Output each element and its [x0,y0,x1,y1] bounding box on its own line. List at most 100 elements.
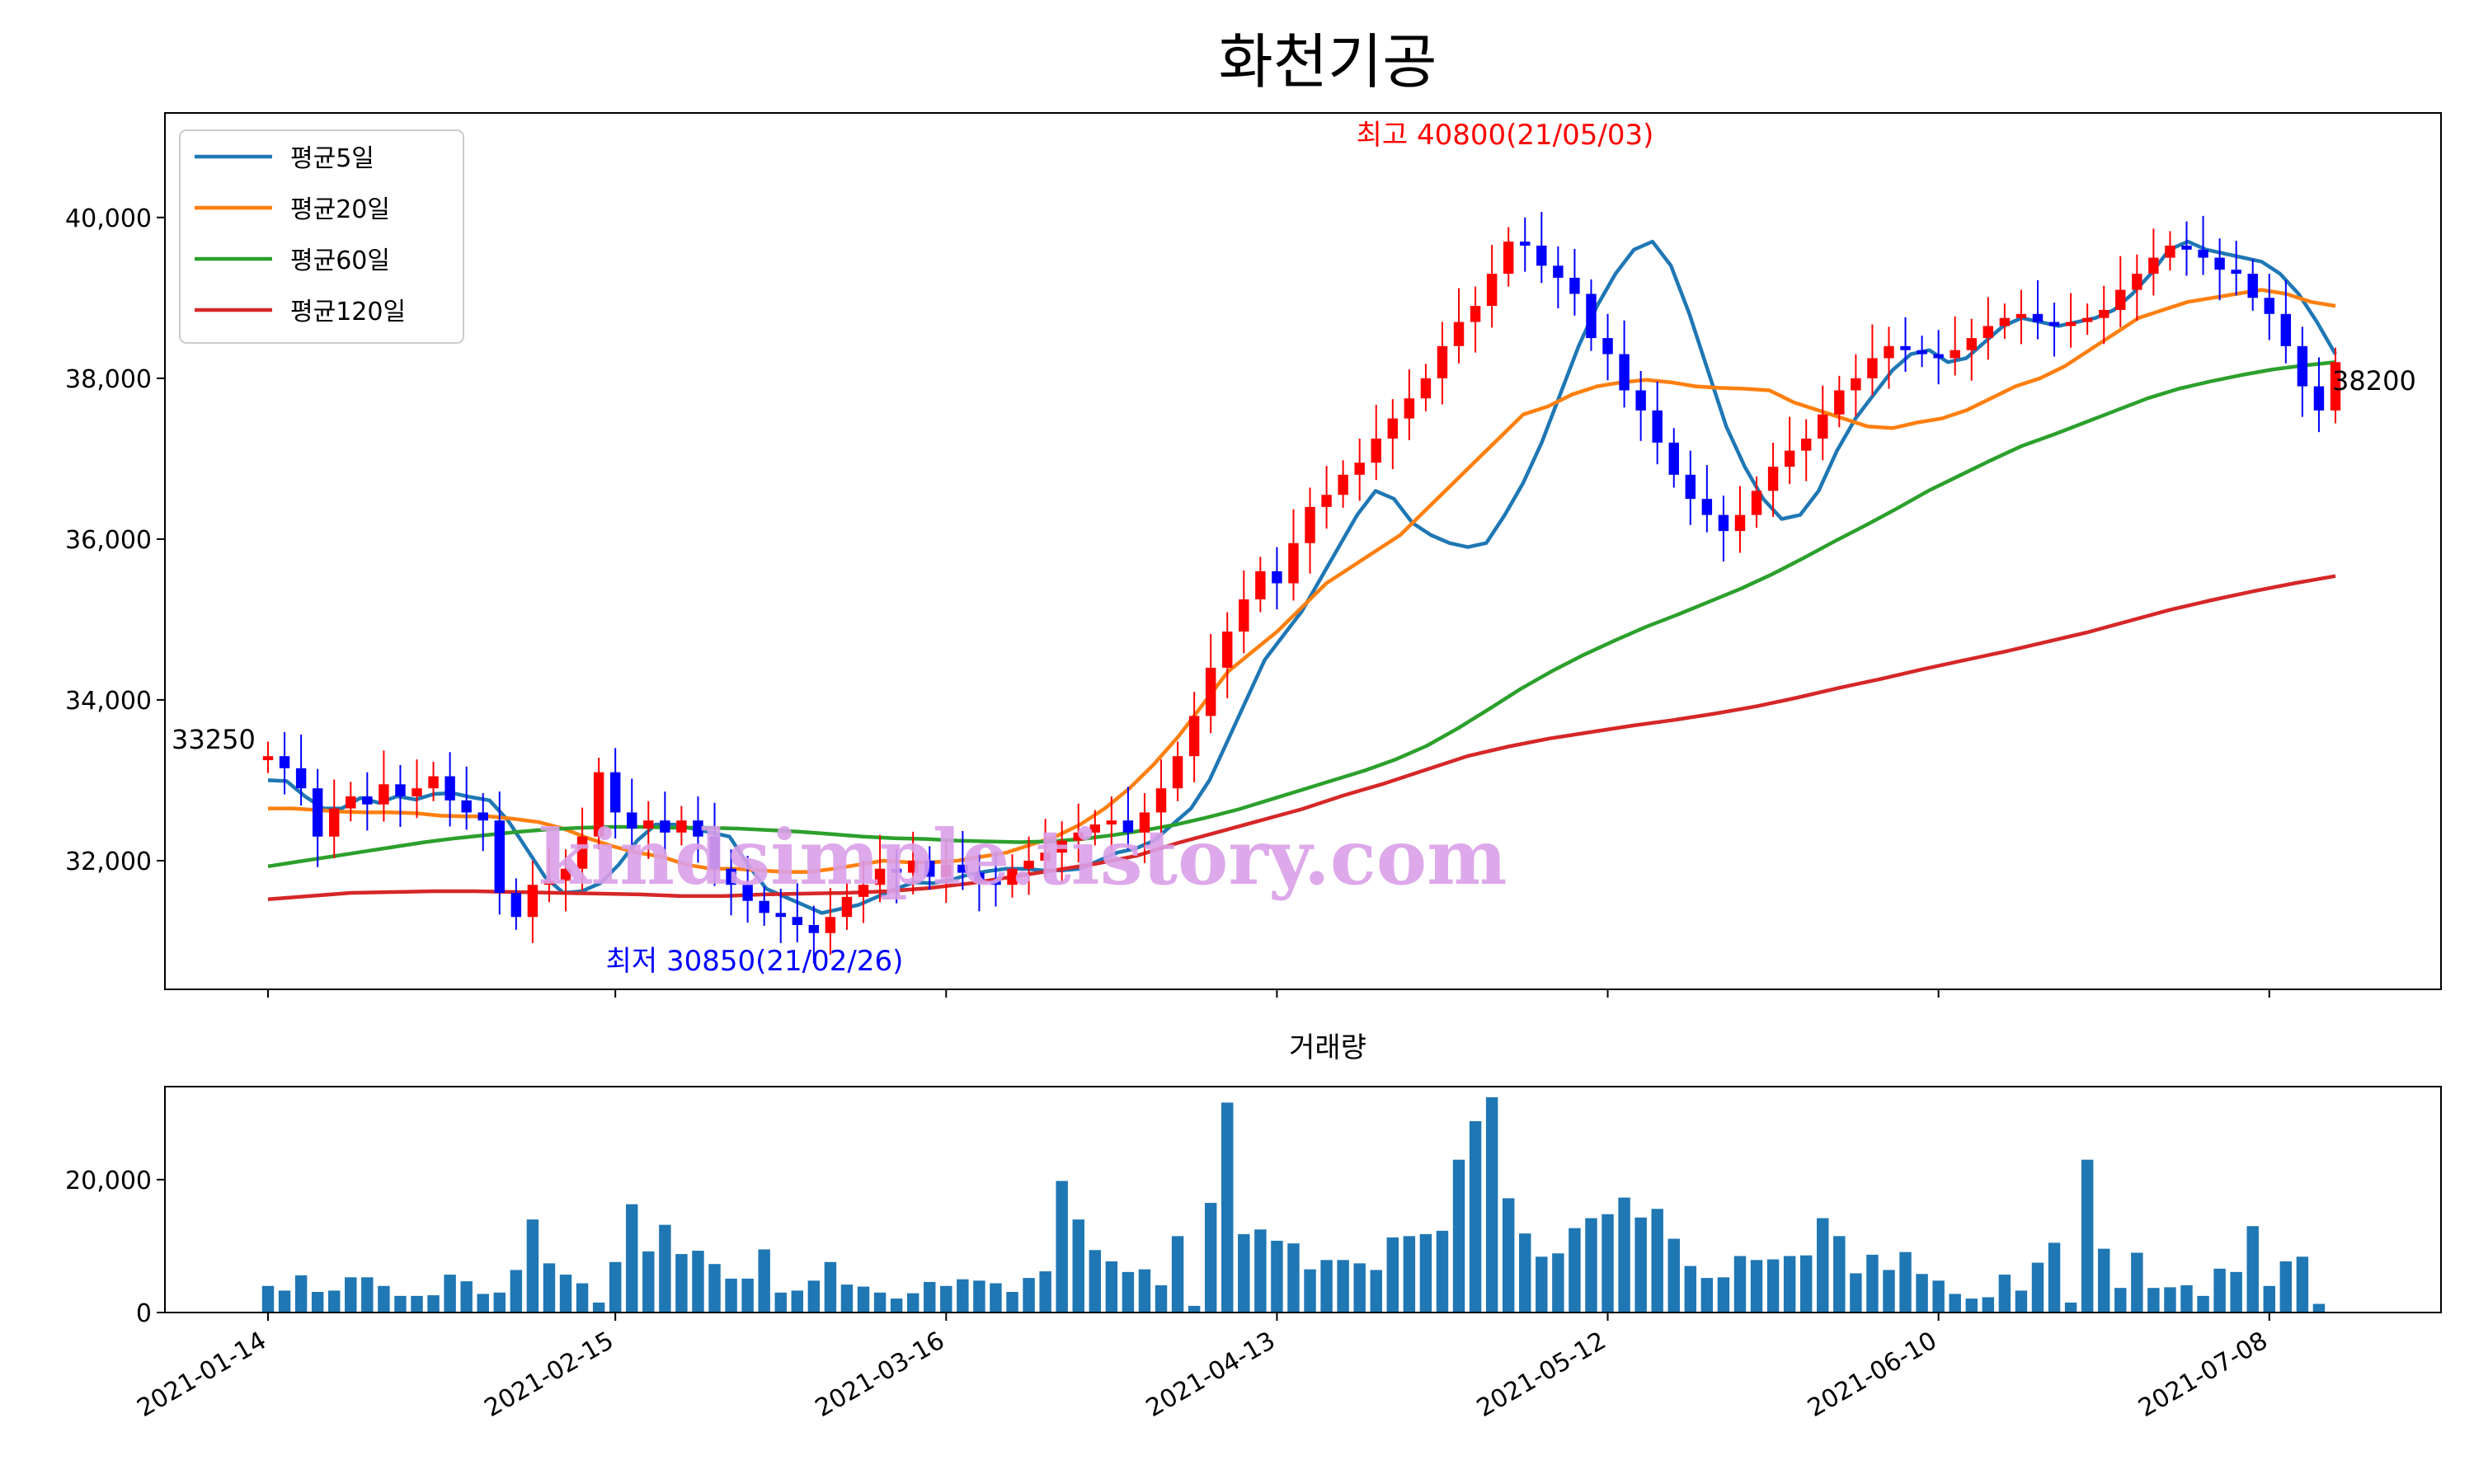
volume-bar [1138,1269,1151,1313]
candle-body [1982,326,1994,339]
candle-body [1040,852,1051,861]
volume-bar [642,1251,655,1313]
candle-body [1272,571,1282,584]
candle-body [1602,338,1613,355]
candle-body [1734,514,1746,532]
candle-body [2313,386,2325,411]
volume-bar [1932,1280,1945,1313]
candle-body [1321,495,1332,507]
volume-bar [1304,1269,1316,1313]
volume-bar [1502,1198,1515,1313]
candle-body [560,868,571,881]
candle-body [742,885,753,901]
volume-bar [361,1277,374,1313]
volume-bar [1982,1297,1995,1313]
volume-bar [1833,1236,1846,1313]
candle-body [709,836,720,869]
volume-bar [957,1279,969,1313]
candle-body [643,820,654,829]
volume-bar [990,1283,1002,1313]
volume-bar [1287,1243,1300,1313]
candle-body [2115,289,2126,310]
candle-body [1338,474,1348,495]
volume-bar [592,1302,605,1313]
last-close-label: 38200 [2332,365,2416,397]
volume-bar [1733,1256,1747,1313]
volume-bar [1667,1238,1680,1313]
volume-bar [2114,1288,2127,1313]
candle-body [1239,599,1249,632]
candle-body [1718,514,1729,532]
y-tick-label: 36,000 [65,526,152,555]
volume-bar [1072,1219,1084,1313]
candle-body [2032,313,2044,322]
candle-body [1867,358,1878,378]
volume-bar [1651,1209,1663,1313]
volume-bar [1949,1294,1961,1313]
candle-body [444,776,455,801]
volume-bar [2031,1262,2044,1313]
candle-body [841,896,853,918]
candle-body [1884,345,1894,359]
volume-bar [973,1280,985,1313]
candle-body [1900,345,1911,350]
volume-bar [1419,1233,1432,1313]
candle-body [1255,571,1266,600]
candle-body [2247,274,2258,298]
volume-bar [1122,1271,1135,1313]
candle-body [2264,298,2274,314]
volume-bar [1536,1256,1548,1313]
candle-body [494,820,506,893]
volume-bar [725,1278,737,1313]
candle-body [428,776,439,789]
watermark: kindsimple.tistory.com [538,813,1507,902]
candle-body [1536,245,1547,266]
x-tick-marks [267,989,2270,998]
candle-body [543,881,555,885]
candle-body [1685,474,1696,500]
volume-bar [873,1292,887,1313]
candle-body [1933,354,1944,359]
volume-plot-frame [164,1086,2442,1313]
candle-body [2165,245,2175,258]
candle-body [2081,317,2093,322]
volume-bar [1602,1214,1614,1313]
volume-bar [2279,1261,2293,1313]
volume-bar [1006,1292,1018,1313]
volume-bar [1320,1260,1333,1313]
candle-body [2181,245,2192,250]
price-plot-frame [164,112,2442,990]
volume-bar [1386,1237,1399,1313]
candle-body [1917,350,1927,355]
ma60-line [267,360,2336,869]
candle-body [2015,313,2027,318]
volume-bar [543,1263,556,1313]
legend-label: 평균5일 [290,144,374,173]
volume-bar [1337,1260,1349,1313]
candle-body [510,892,522,918]
volume-bar [477,1294,489,1313]
candle-body [957,864,968,873]
volume-bar [1469,1120,1482,1313]
volume-bar [444,1275,456,1313]
volume-bar [692,1251,704,1313]
candle-body [2280,313,2292,346]
candle-body [1222,632,1233,668]
candle-body [808,924,820,933]
candle-body [1404,398,1415,419]
candle-body [1784,450,1795,467]
candle-body [412,788,422,796]
candle-body [1800,438,1812,451]
volume-bar [2064,1302,2077,1313]
volume-title: 거래량 [1289,1031,1366,1064]
volume-bar [427,1295,440,1313]
volume-bar [906,1293,920,1313]
candle-body [1470,306,1481,322]
candle-body [627,812,637,829]
volume-bar [890,1298,903,1313]
volume-bar [675,1254,688,1313]
candle-body [1172,756,1183,789]
volume-bar [1799,1255,1813,1313]
candle-body [858,885,869,897]
volume-bar [394,1295,407,1313]
